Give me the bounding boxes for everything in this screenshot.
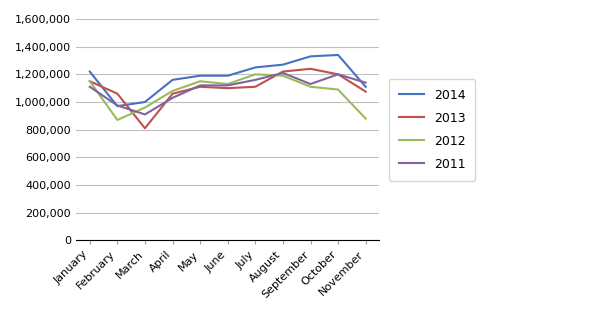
2012	[334, 88, 341, 91]
Line: 2014: 2014	[90, 55, 365, 106]
2012	[224, 82, 232, 86]
2011	[197, 83, 204, 87]
2013	[280, 70, 287, 73]
2013	[307, 67, 314, 71]
2013	[197, 85, 204, 89]
2014	[169, 78, 176, 82]
2014	[307, 54, 314, 58]
2011	[362, 81, 369, 84]
2013	[114, 92, 121, 95]
2013	[86, 79, 94, 83]
Legend: 2014, 2013, 2012, 2011: 2014, 2013, 2012, 2011	[389, 79, 475, 181]
2011	[224, 83, 232, 87]
2011	[252, 78, 259, 82]
2011	[169, 96, 176, 100]
2014	[252, 66, 259, 69]
2012	[142, 106, 149, 109]
2011	[334, 72, 341, 76]
Line: 2011: 2011	[90, 73, 365, 114]
2014	[197, 74, 204, 77]
2014	[114, 104, 121, 108]
2011	[142, 112, 149, 116]
2012	[362, 117, 369, 120]
2014	[86, 70, 94, 73]
2012	[114, 118, 121, 122]
2013	[334, 72, 341, 76]
2012	[197, 79, 204, 83]
2012	[280, 74, 287, 77]
2014	[362, 85, 369, 89]
2011	[280, 71, 287, 75]
2011	[307, 82, 314, 86]
2012	[307, 85, 314, 89]
2014	[334, 53, 341, 57]
2013	[252, 85, 259, 89]
2011	[86, 85, 94, 89]
2013	[169, 92, 176, 95]
2014	[142, 100, 149, 104]
2012	[252, 72, 259, 76]
2014	[280, 63, 287, 66]
2014	[224, 74, 232, 77]
Line: 2013: 2013	[90, 69, 365, 128]
2013	[224, 86, 232, 90]
2011	[114, 104, 121, 107]
2013	[362, 90, 369, 94]
2012	[86, 79, 94, 83]
2013	[142, 126, 149, 130]
2012	[169, 89, 176, 93]
Line: 2012: 2012	[90, 74, 365, 120]
